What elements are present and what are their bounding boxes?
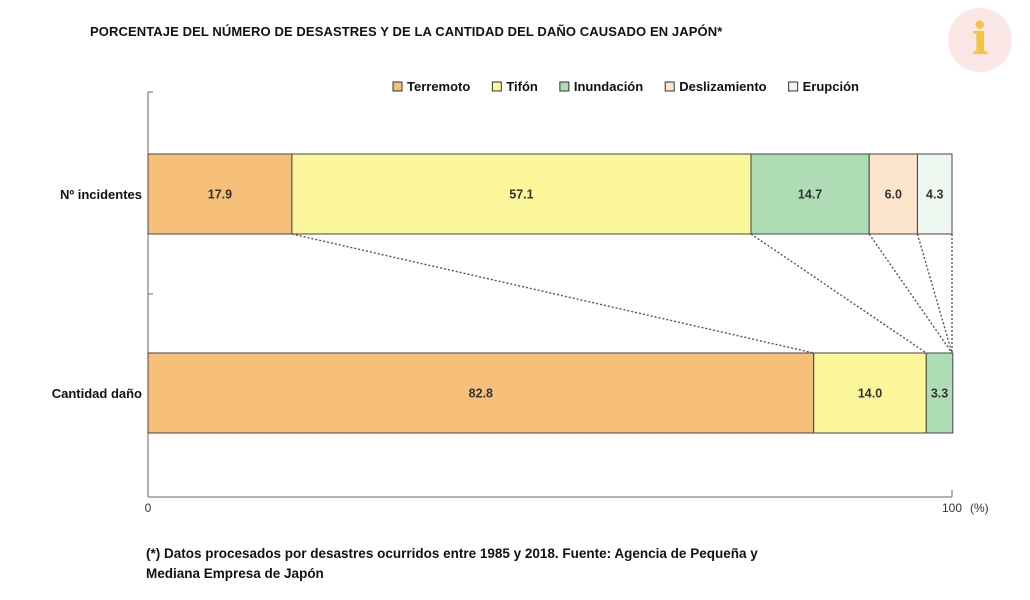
- info-icon: i: [971, 14, 989, 65]
- connector-line-1: [291, 233, 814, 354]
- legend-swatch-erupción: [788, 81, 799, 92]
- bar-terremoto-1: [147, 352, 815, 434]
- data-label-tifón-1: 14.0: [858, 387, 882, 401]
- legend-label-erupción: Erupción: [803, 79, 859, 94]
- legend-swatch-tifón: [491, 81, 502, 92]
- connector-line-3: [868, 233, 953, 354]
- data-label-inundación-1: 3.3: [931, 387, 948, 401]
- legend-label-deslizamiento: Deslizamiento: [679, 79, 766, 94]
- legend-swatch-terremoto: [392, 81, 403, 92]
- data-label-tifón-0: 57.1: [509, 188, 533, 202]
- bar-tifón-1: [813, 352, 927, 434]
- data-label-terremoto-1: 82.8: [469, 387, 493, 401]
- legend-swatch-deslizamiento: [664, 81, 675, 92]
- x-tick-label-100: 100: [942, 501, 962, 515]
- legend-label-inundación: Inundación: [574, 79, 643, 94]
- footnote: (*) Datos procesados por desastres ocurr…: [146, 544, 866, 584]
- x-tick-label-0: 0: [145, 501, 152, 515]
- connector-line-2: [750, 233, 927, 354]
- category-label-1: Cantidad daño: [52, 386, 142, 401]
- category-label-0: Nº incidentes: [60, 187, 142, 202]
- data-label-terremoto-0: 17.9: [208, 188, 232, 202]
- legend-label-tifón: Tifón: [506, 79, 538, 94]
- info-logo: i: [948, 8, 1012, 72]
- bar-terremoto-0: [147, 153, 293, 235]
- data-label-deslizamiento-0: 6.0: [885, 188, 902, 202]
- connector-line-4: [916, 233, 953, 354]
- footnote-line-1: (*) Datos procesados por desastres ocurr…: [146, 546, 758, 561]
- legend-label-terremoto: Terremoto: [407, 79, 470, 94]
- bar-inundación-1: [925, 352, 954, 434]
- footnote-line-2: Mediana Empresa de Japón: [146, 566, 324, 581]
- chart-title: PORCENTAJE DEL NÚMERO DE DESASTRES Y DE …: [90, 24, 723, 39]
- data-label-inundación-0: 14.7: [798, 188, 822, 202]
- data-label-erupción-0: 4.3: [926, 188, 943, 202]
- x-unit-label: (%): [970, 501, 989, 515]
- legend-swatch-inundación: [559, 81, 570, 92]
- bar-erupción-0: [916, 153, 953, 235]
- bar-tifón-0: [291, 153, 752, 235]
